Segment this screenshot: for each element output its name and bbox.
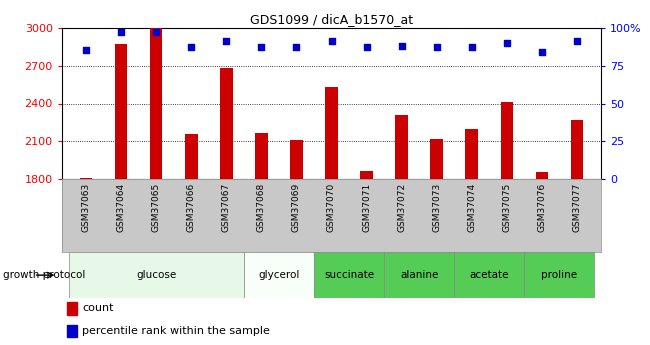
Text: acetate: acetate <box>469 270 509 280</box>
Bar <box>150 28 162 179</box>
Bar <box>80 178 92 179</box>
Bar <box>571 120 583 179</box>
Bar <box>69 252 244 298</box>
Point <box>291 45 302 50</box>
Bar <box>395 115 408 179</box>
Text: alanine: alanine <box>400 270 438 280</box>
Bar <box>465 129 478 179</box>
Bar <box>524 252 594 298</box>
Point <box>326 39 337 44</box>
Text: GSM37071: GSM37071 <box>362 183 371 232</box>
Point <box>571 39 582 44</box>
Point <box>432 45 442 50</box>
Bar <box>536 172 548 179</box>
Bar <box>67 325 77 337</box>
Bar <box>255 132 268 179</box>
Point <box>501 40 512 46</box>
Text: GSM37068: GSM37068 <box>257 183 266 232</box>
Text: GSM37070: GSM37070 <box>327 183 336 232</box>
Text: glycerol: glycerol <box>258 270 300 280</box>
Text: GSM37069: GSM37069 <box>292 183 301 232</box>
Text: GSM37074: GSM37074 <box>467 183 476 232</box>
Text: proline: proline <box>541 270 577 280</box>
Point <box>256 45 266 50</box>
Point <box>467 45 477 50</box>
Point <box>81 48 92 53</box>
Bar <box>430 139 443 179</box>
Text: growth protocol: growth protocol <box>3 270 86 280</box>
Text: GSM37066: GSM37066 <box>187 183 196 232</box>
Text: succinate: succinate <box>324 270 374 280</box>
Text: GSM37076: GSM37076 <box>537 183 546 232</box>
Text: GSM37075: GSM37075 <box>502 183 511 232</box>
Point <box>116 29 127 35</box>
Bar <box>291 140 303 179</box>
Bar <box>185 134 198 179</box>
Bar <box>115 44 127 179</box>
Bar <box>244 252 314 298</box>
Point <box>221 39 231 44</box>
Bar <box>360 170 372 179</box>
Bar <box>454 252 524 298</box>
Point <box>396 43 407 49</box>
Text: GSM37077: GSM37077 <box>572 183 581 232</box>
Text: percentile rank within the sample: percentile rank within the sample <box>83 326 270 336</box>
Text: GSM37065: GSM37065 <box>152 183 161 232</box>
Bar <box>67 302 77 315</box>
Point <box>151 29 162 35</box>
Title: GDS1099 / dicA_b1570_at: GDS1099 / dicA_b1570_at <box>250 13 413 27</box>
Bar <box>500 102 513 179</box>
Text: GSM37064: GSM37064 <box>117 183 126 232</box>
Text: GSM37073: GSM37073 <box>432 183 441 232</box>
Point <box>361 45 372 50</box>
Point <box>536 49 547 55</box>
Text: glucose: glucose <box>136 270 176 280</box>
Bar <box>326 87 337 179</box>
Text: count: count <box>83 303 114 313</box>
Bar <box>314 252 384 298</box>
Text: GSM37067: GSM37067 <box>222 183 231 232</box>
Bar <box>384 252 454 298</box>
Text: GSM37072: GSM37072 <box>397 183 406 232</box>
Text: GSM37063: GSM37063 <box>82 183 91 232</box>
Bar <box>220 68 233 179</box>
Point <box>186 45 196 50</box>
